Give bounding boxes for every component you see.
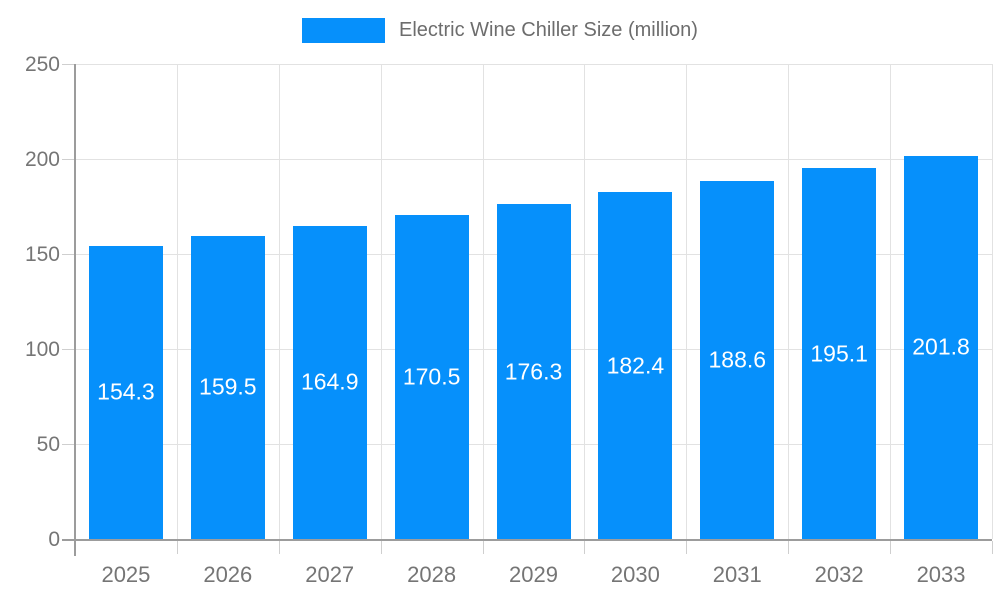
x-axis-tick-label: 2026 <box>203 562 253 587</box>
y-axis-tick <box>62 254 75 255</box>
bar-2029: 176.3 <box>496 204 571 539</box>
bar-2026: 159.5 <box>190 235 265 539</box>
y-axis-tick-label: 0 <box>48 528 60 551</box>
bar-value-label: 164.9 <box>300 368 359 395</box>
x-axis-tick-label: 2031 <box>712 562 762 587</box>
x-axis-tick <box>890 541 892 554</box>
bar-value-label: 176.3 <box>504 358 563 384</box>
x-axis-tick-label: 2028 <box>407 562 457 587</box>
chart-legend: Electric Wine Chiller Size (million) <box>0 18 1000 43</box>
x-axis-tick-label: 2030 <box>610 562 660 587</box>
bar-2031: 188.6 <box>700 180 775 539</box>
x-axis-tick <box>788 541 790 554</box>
x-axis-tick <box>584 541 586 554</box>
bar-value-label: 201.8 <box>912 333 970 360</box>
legend-swatch <box>302 18 386 43</box>
y-axis-tick <box>62 64 75 65</box>
y-axis-tick <box>62 349 75 350</box>
x-axis-tick-label: 2025 <box>101 562 151 587</box>
v-gridline <box>482 64 484 539</box>
h-gridline <box>75 64 992 65</box>
bar-2033: 201.8 <box>904 155 979 539</box>
x-axis-tick-label: 2033 <box>916 562 966 587</box>
y-axis-tick-label: 150 <box>24 243 60 266</box>
x-axis-tick <box>482 541 484 554</box>
bar-value-label: 182.4 <box>606 352 665 379</box>
v-gridline <box>890 64 892 539</box>
v-gridline <box>686 64 688 539</box>
x-axis-tick <box>992 541 993 554</box>
y-axis-tick-label: 100 <box>24 338 60 361</box>
v-gridline <box>380 64 382 539</box>
legend-label: Electric Wine Chiller Size (million) <box>399 19 698 41</box>
bar-2030: 182.4 <box>598 192 673 539</box>
bar-value-label: 195.1 <box>810 340 868 367</box>
bar-value-label: 154.3 <box>97 378 155 405</box>
x-axis-line <box>62 539 992 541</box>
y-axis-tick <box>62 159 75 160</box>
x-axis-tick <box>380 541 382 554</box>
bar-value-label: 159.5 <box>199 373 257 400</box>
y-axis-tick-label: 200 <box>24 148 60 171</box>
x-axis-tick-label: 2027 <box>305 562 355 587</box>
x-axis-tick-label: 2029 <box>509 562 558 587</box>
bar-value-label: 188.6 <box>708 346 767 373</box>
v-gridline <box>788 64 790 539</box>
v-gridline <box>584 64 586 539</box>
bar-2025: 154.3 <box>88 245 163 539</box>
x-axis-tick <box>278 541 280 554</box>
x-axis-tick <box>686 541 688 554</box>
y-axis-line <box>73 64 76 556</box>
bar-2027: 164.9 <box>292 225 367 539</box>
y-axis-tick <box>62 444 75 445</box>
h-gridline <box>75 159 992 160</box>
y-axis-tick-label: 250 <box>24 53 60 76</box>
v-gridline <box>992 64 993 539</box>
x-axis-tick-label: 2032 <box>814 562 864 587</box>
v-gridline <box>176 64 178 539</box>
y-axis-tick-label: 50 <box>36 433 60 456</box>
v-gridline <box>278 64 280 539</box>
x-axis-tick <box>176 541 178 554</box>
bar-2028: 170.5 <box>394 215 469 539</box>
bar-value-label: 170.5 <box>402 363 461 390</box>
bar-2032: 195.1 <box>802 168 877 539</box>
